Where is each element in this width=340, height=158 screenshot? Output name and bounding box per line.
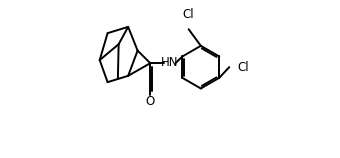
Text: O: O xyxy=(146,95,155,108)
Text: Cl: Cl xyxy=(237,61,249,74)
Text: HN: HN xyxy=(160,56,178,69)
Text: Cl: Cl xyxy=(183,8,194,21)
